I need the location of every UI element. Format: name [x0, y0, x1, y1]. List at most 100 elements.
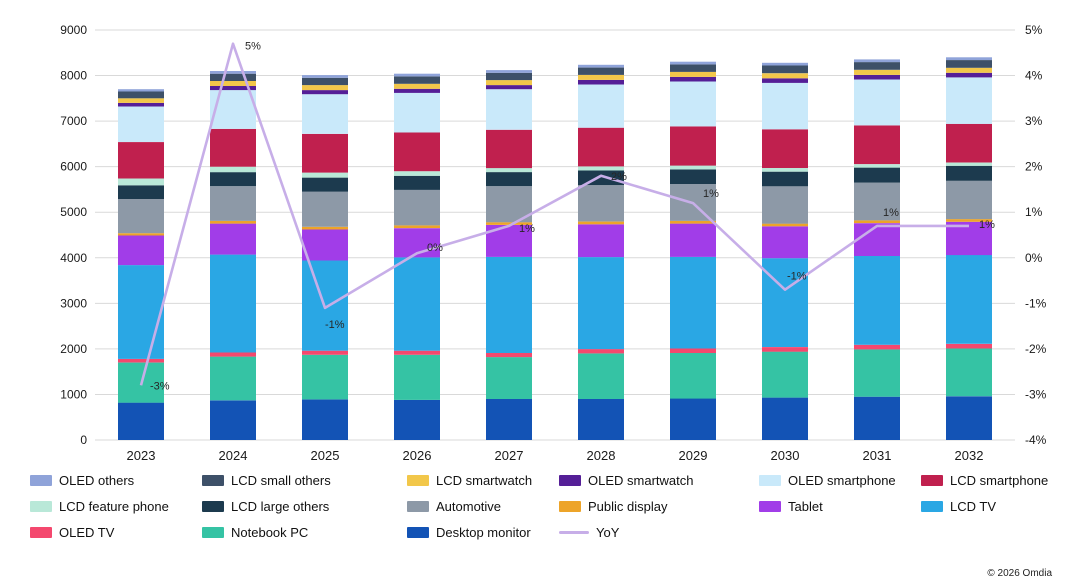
bar-segment-notebook-pc — [302, 354, 348, 400]
bar-segment-oled-smartphone — [486, 89, 532, 130]
legend-label: OLED smartphone — [788, 473, 896, 488]
bar-segment-oled-smartwatch — [578, 79, 624, 85]
bar-segment-lcd-feature-phone — [394, 171, 440, 176]
bar-segment-notebook-pc — [210, 356, 256, 401]
bar-segment-desktop-monitor — [118, 402, 164, 440]
legend-item-notebook-pc: Notebook PC — [202, 526, 407, 539]
bar-segment-oled-tv — [854, 344, 900, 350]
bar-segment-lcd-large-others — [486, 172, 532, 187]
bar-segment-automotive — [302, 191, 348, 227]
bar-segment-oled-others — [946, 57, 992, 60]
bar-segment-desktop-monitor — [854, 396, 900, 440]
bar-segment-lcd-smartwatch — [210, 81, 256, 86]
bar-segment-oled-others — [854, 59, 900, 63]
bar-segment-lcd-smartwatch — [302, 85, 348, 91]
bar-segment-public-display — [854, 220, 900, 224]
bar-segment-lcd-feature-phone — [302, 172, 348, 178]
bar-segment-desktop-monitor — [762, 397, 808, 440]
bar-segment-lcd-tv — [394, 257, 440, 351]
bar-segment-oled-tv — [578, 349, 624, 354]
yoy-point-label: 2% — [611, 171, 627, 183]
legend-color-swatch — [30, 527, 52, 538]
bar-segment-oled-others — [302, 75, 348, 78]
bar-segment-oled-smartwatch — [210, 86, 256, 91]
bar-segment-lcd-small-others — [486, 72, 532, 81]
right-axis-tick-label: 4% — [1025, 69, 1043, 83]
bar-segment-oled-others — [486, 70, 532, 73]
bar-segment-automotive — [762, 186, 808, 224]
bar-segment-tablet — [210, 223, 256, 255]
legend-color-swatch — [407, 501, 429, 512]
bar-segment-oled-smartphone — [302, 94, 348, 134]
bar-segment-oled-tv — [302, 350, 348, 355]
x-axis-year-label: 2028 — [587, 448, 616, 463]
bar-segment-automotive — [854, 182, 900, 221]
bar-segment-tablet — [302, 229, 348, 261]
bar-segment-oled-smartphone — [670, 81, 716, 127]
bar-segment-desktop-monitor — [394, 399, 440, 440]
right-axis-tick-label: -1% — [1025, 296, 1047, 310]
legend-color-swatch — [759, 475, 781, 486]
right-axis-tick-label: 5% — [1025, 23, 1043, 37]
bar-segment-lcd-feature-phone — [578, 166, 624, 171]
right-axis-tick-label: 3% — [1025, 114, 1043, 128]
legend-color-swatch — [202, 527, 224, 538]
bar-segment-public-display — [946, 219, 992, 222]
x-axis-year-label: 2027 — [495, 448, 524, 463]
legend-color-swatch — [30, 501, 52, 512]
bar-segment-lcd-feature-phone — [946, 162, 992, 166]
bar-segment-oled-smartwatch — [302, 90, 348, 95]
yoy-point-label: 5% — [245, 41, 261, 53]
bar-segment-oled-smartwatch — [946, 72, 992, 78]
bar-segment-lcd-smartwatch — [854, 69, 900, 75]
bar-segment-lcd-feature-phone — [486, 168, 532, 173]
bar-segment-automotive — [578, 185, 624, 222]
bar-segment-tablet — [118, 235, 164, 266]
yoy-point-label: 1% — [979, 219, 995, 231]
legend-item-lcd-tv: LCD TV — [921, 500, 1070, 513]
bar-segment-public-display — [302, 226, 348, 230]
bar-segment-oled-smartphone — [854, 79, 900, 126]
bar-segment-oled-tv — [946, 343, 992, 349]
bar-segment-public-display — [670, 220, 716, 224]
left-axis-tick-label: 2000 — [60, 342, 87, 356]
left-axis-tick-label: 4000 — [60, 251, 87, 265]
bar-segment-oled-smartphone — [578, 84, 624, 128]
bar-segment-desktop-monitor — [302, 399, 348, 440]
bar-segment-lcd-large-others — [854, 167, 900, 183]
bar-segment-notebook-pc — [486, 357, 532, 399]
bar-segment-automotive — [394, 189, 440, 226]
bar-segment-lcd-smartphone — [946, 123, 992, 163]
bar-segment-lcd-feature-phone — [854, 164, 900, 168]
x-axis-year-label: 2032 — [955, 448, 984, 463]
bar-segment-lcd-tv — [118, 265, 164, 359]
legend-label: LCD feature phone — [59, 499, 169, 514]
bar-segment-lcd-large-others — [210, 172, 256, 187]
bar-segment-lcd-tv — [578, 257, 624, 350]
bar-segment-public-display — [394, 225, 440, 229]
right-axis-tick-label: 0% — [1025, 251, 1043, 265]
bar-segment-lcd-smartphone — [670, 126, 716, 166]
yoy-point-label: 1% — [703, 188, 719, 200]
bar-segment-notebook-pc — [670, 353, 716, 399]
bar-segment-lcd-small-others — [762, 65, 808, 74]
legend-label: LCD smartphone — [950, 473, 1049, 488]
bar-segment-lcd-tv — [762, 258, 808, 347]
bar-segment-oled-others — [118, 89, 164, 92]
bar-segment-oled-tv — [394, 350, 440, 355]
bar-segment-oled-others — [578, 64, 624, 68]
x-axis-year-label: 2024 — [219, 448, 248, 463]
bar-segment-lcd-feature-phone — [118, 178, 164, 186]
legend-color-swatch — [921, 501, 943, 512]
legend-label: Desktop monitor — [436, 525, 531, 540]
bar-segment-lcd-small-others — [670, 64, 716, 72]
legend-line-swatch — [559, 531, 589, 534]
legend-label: Tablet — [788, 499, 823, 514]
left-axis-tick-label: 9000 — [60, 23, 87, 37]
x-axis-year-label: 2029 — [679, 448, 708, 463]
bar-segment-public-display — [762, 223, 808, 227]
bar-segment-oled-others — [762, 62, 808, 66]
bar-segment-oled-smartwatch — [394, 88, 440, 93]
bar-segment-oled-tv — [210, 352, 256, 357]
